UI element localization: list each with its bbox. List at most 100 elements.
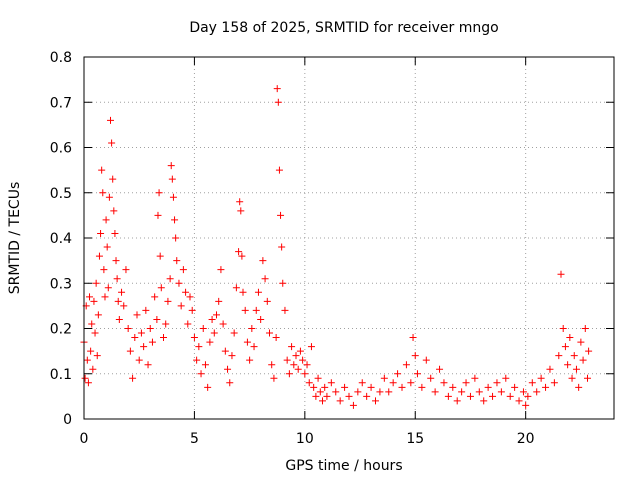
data-point (268, 361, 276, 369)
data-point (142, 306, 150, 314)
data-point (87, 347, 95, 355)
data-point (542, 383, 550, 391)
data-point (108, 139, 116, 147)
data-point (98, 166, 106, 174)
data-point (184, 320, 192, 328)
data-point (103, 243, 111, 251)
data-point (131, 334, 139, 342)
tick-layer: 0 0.1 0.2 0.3 0.4 0.5 0.6 0.7 0.8 0 5 10 15 20 (50, 50, 614, 447)
data-point (243, 338, 251, 346)
data-point (166, 275, 174, 283)
y-tick-label: 0.5 (50, 186, 72, 202)
data-point (564, 361, 572, 369)
data-point (314, 374, 322, 382)
data-point (471, 374, 479, 382)
data-point (307, 343, 315, 351)
data-point (160, 334, 167, 342)
data-point (162, 320, 170, 328)
data-point (572, 365, 580, 373)
data-point (380, 374, 388, 382)
data-point (502, 374, 510, 382)
data-point (288, 343, 296, 351)
data-point (345, 392, 353, 400)
data-point (179, 266, 187, 274)
data-point (522, 401, 530, 409)
data-point (275, 166, 283, 174)
data-point (168, 175, 176, 183)
data-point (215, 297, 223, 305)
data-point (133, 311, 141, 319)
data-point (546, 365, 554, 373)
data-point (341, 383, 349, 391)
data-point (144, 361, 152, 369)
data-point (319, 397, 326, 405)
data-point (292, 352, 300, 360)
data-point (570, 352, 578, 360)
y-tick-label: 0.3 (50, 276, 72, 292)
data-point (254, 288, 262, 296)
data-point (579, 356, 587, 364)
data-point (221, 347, 229, 355)
data-point (332, 388, 340, 396)
data-point (219, 320, 227, 328)
data-point (120, 302, 128, 310)
y-tick-label: 0.2 (50, 322, 72, 338)
data-point (336, 397, 344, 405)
data-point (385, 388, 393, 396)
data-point (575, 383, 583, 391)
data-point (458, 388, 466, 396)
data-point (237, 207, 245, 215)
data-point (497, 388, 505, 396)
data-point (274, 98, 282, 106)
data-point (206, 338, 214, 346)
data-point (411, 352, 419, 360)
data-point (557, 270, 565, 278)
data-point (566, 334, 574, 342)
data-point (246, 356, 254, 364)
data-point (172, 234, 180, 242)
data-point (105, 193, 113, 201)
data-point (101, 293, 109, 301)
data-point (303, 361, 311, 369)
data-point (195, 343, 203, 351)
data-point (182, 288, 190, 296)
data-point (226, 379, 234, 387)
data-point (484, 383, 492, 391)
data-point (299, 356, 307, 364)
data-point (266, 329, 273, 337)
data-point (407, 379, 415, 387)
data-point (283, 356, 291, 364)
data-point (436, 365, 444, 373)
data-point (100, 266, 108, 274)
data-point (431, 388, 439, 396)
data-point (154, 211, 162, 219)
data-point (506, 392, 514, 400)
data-point (188, 306, 196, 314)
data-point (480, 397, 488, 405)
data-point (94, 311, 102, 319)
data-point (175, 279, 183, 287)
data-point (555, 352, 563, 360)
data-point (239, 288, 247, 296)
data-point (204, 383, 212, 391)
y-axis-label: SRMTID / TECUs (7, 182, 23, 295)
data-point (156, 252, 164, 260)
data-point (140, 343, 148, 351)
data-point (270, 374, 278, 382)
data-point (126, 347, 134, 355)
data-point (81, 374, 89, 382)
data-point (92, 279, 100, 287)
data-point (316, 388, 324, 396)
data-point (201, 361, 209, 369)
data-point (363, 392, 371, 400)
data-points (80, 85, 593, 409)
y-tick-label: 0.6 (50, 141, 72, 157)
data-point (493, 379, 501, 387)
data-point (585, 347, 593, 355)
data-point (146, 325, 154, 332)
data-point (367, 383, 375, 391)
data-point (110, 207, 118, 215)
data-point (115, 315, 123, 323)
data-point (129, 374, 137, 382)
data-point (537, 374, 545, 382)
